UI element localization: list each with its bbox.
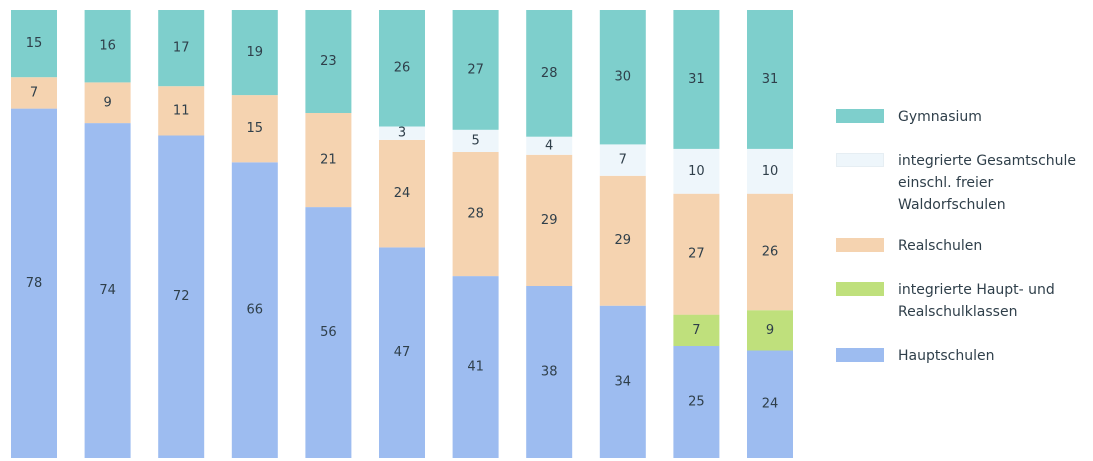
data-label-real-10: 27 (688, 247, 705, 262)
data-label-gesamt-11: 10 (762, 164, 779, 179)
bar-segment-real-7 (452, 151, 499, 277)
bar-segment-gym-2 (84, 10, 131, 83)
data-label-haupt-7: 41 (467, 360, 484, 375)
data-label-gym-9: 30 (615, 70, 632, 85)
bar-segment-haupt-2 (84, 123, 131, 458)
legend-item-gymnasium: Gymnasium (836, 106, 1093, 128)
bar-segment-real-6 (379, 139, 425, 248)
bar-segment-gesamt-11 (747, 148, 793, 194)
bar-segment-gesamt-10 (673, 148, 720, 194)
data-label-haupt-8: 38 (541, 365, 558, 380)
data-label-integ_haupt_real-11: 9 (766, 323, 774, 338)
data-label-real-4: 15 (247, 121, 264, 136)
bar-segment-haupt-5 (305, 207, 352, 458)
data-label-haupt-1: 78 (26, 276, 43, 291)
bar-segment-gym-8 (526, 10, 573, 137)
legend-label-realschulen: Realschulen (898, 238, 983, 254)
bar-segment-real-10 (673, 193, 720, 315)
data-label-gesamt-7: 5 (471, 133, 479, 148)
bar-segment-haupt-3 (158, 135, 205, 458)
bar-segment-haupt-9 (599, 305, 646, 458)
data-label-real-6: 24 (394, 186, 411, 201)
legend-item-haupt-real: integrierte Haupt- und Realschulklassen (836, 279, 1093, 323)
data-label-haupt-4: 66 (247, 303, 264, 318)
data-label-gym-11: 31 (762, 72, 779, 87)
data-label-gym-1: 15 (26, 36, 43, 51)
bar-segment-gesamt-6 (379, 126, 425, 140)
bar-segment-gym-1 (11, 10, 57, 78)
data-label-real-7: 28 (467, 207, 484, 222)
bar-segment-gesamt-7 (452, 129, 499, 152)
legend-label-gymnasium: Gymnasium (898, 109, 982, 125)
legend-label-hauptschulen: Hauptschulen (898, 348, 995, 364)
data-label-real-1: 7 (30, 85, 38, 100)
legend-item-realschulen: Realschulen (836, 235, 1093, 257)
data-label-gym-5: 23 (320, 54, 337, 69)
data-label-gym-6: 26 (394, 61, 411, 76)
bar-segment-gesamt-8 (526, 136, 573, 155)
legend-swatch-hauptschulen (836, 348, 884, 362)
bar-segment-gym-11 (747, 10, 793, 149)
data-label-haupt-2: 74 (99, 283, 116, 298)
data-label-haupt-11: 24 (762, 397, 779, 412)
data-label-gesamt-6: 3 (398, 126, 406, 141)
legend-swatch-realschulen (836, 238, 884, 252)
bar-segment-real-8 (526, 154, 573, 286)
data-label-real-5: 21 (320, 153, 337, 168)
data-label-real-3: 11 (173, 103, 190, 118)
data-label-haupt-10: 25 (688, 395, 705, 410)
bar-segment-real-2 (84, 82, 131, 124)
bar-segment-gym-7 (452, 10, 499, 130)
data-label-gym-4: 19 (247, 45, 264, 60)
legend-label-gesamtschule: integrierte Gesamtschule einschl. freier… (898, 153, 1077, 213)
bar-segment-real-9 (599, 175, 646, 306)
bar-segment-real-3 (158, 86, 205, 136)
legend-swatch-gesamtschule (836, 153, 884, 167)
data-label-gesamt-9: 7 (619, 153, 627, 168)
bar-segment-haupt-1 (11, 108, 57, 458)
bar-segment-integ_haupt_real-11 (747, 310, 793, 351)
bar-segment-gym-5 (305, 10, 352, 113)
legend-label-haupt-real: integrierte Haupt- und Realschulklassen (898, 282, 1055, 320)
bar-segment-haupt-10 (673, 346, 720, 458)
legend-item-gesamtschule: integrierte Gesamtschule einschl. freier… (836, 150, 1093, 216)
data-label-real-2: 9 (103, 95, 111, 110)
bar-segment-real-11 (747, 193, 793, 311)
bar-segment-gym-9 (599, 10, 646, 145)
data-label-gym-10: 31 (688, 72, 705, 87)
data-label-real-8: 29 (541, 213, 558, 228)
data-label-haupt-9: 34 (615, 374, 632, 389)
data-label-gym-2: 16 (99, 39, 116, 54)
bar-segment-real-1 (11, 77, 57, 109)
bar-segment-integ_haupt_real-10 (673, 314, 720, 346)
data-label-gesamt-8: 4 (545, 138, 553, 153)
legend-item-hauptschulen: Hauptschulen (836, 345, 1093, 367)
data-label-gym-8: 28 (541, 66, 558, 81)
legend: Gymnasium integrierte Gesamtschule einsc… (836, 0, 1093, 461)
bar-segment-haupt-11 (747, 350, 793, 458)
data-label-real-9: 29 (615, 233, 632, 248)
data-label-gesamt-10: 10 (688, 164, 705, 179)
data-label-gym-7: 27 (467, 62, 484, 77)
bar-segment-gesamt-9 (599, 144, 646, 176)
bar-segment-haupt-7 (452, 276, 499, 458)
data-label-haupt-5: 56 (320, 325, 337, 340)
bar-segment-haupt-8 (526, 286, 573, 458)
bar-segment-haupt-6 (379, 247, 425, 458)
bar-segment-gym-6 (379, 10, 425, 127)
data-label-integ_haupt_real-10: 7 (692, 323, 700, 338)
bar-segment-gym-4 (231, 10, 278, 96)
bar-segment-real-4 (231, 95, 278, 163)
bar-segment-gym-10 (673, 10, 720, 149)
bar-segment-haupt-4 (231, 162, 278, 459)
legend-swatch-haupt-real (836, 282, 884, 296)
data-label-haupt-3: 72 (173, 289, 190, 304)
data-label-haupt-6: 47 (394, 345, 411, 360)
data-label-gym-3: 17 (173, 41, 190, 56)
data-label-real-11: 26 (762, 244, 779, 259)
bar-segment-real-5 (305, 113, 352, 208)
bar-segment-gym-3 (158, 10, 205, 87)
legend-swatch-gymnasium (836, 109, 884, 123)
stacked-bar-chart: 7871574916721117661519562123472432641285… (11, 10, 793, 459)
